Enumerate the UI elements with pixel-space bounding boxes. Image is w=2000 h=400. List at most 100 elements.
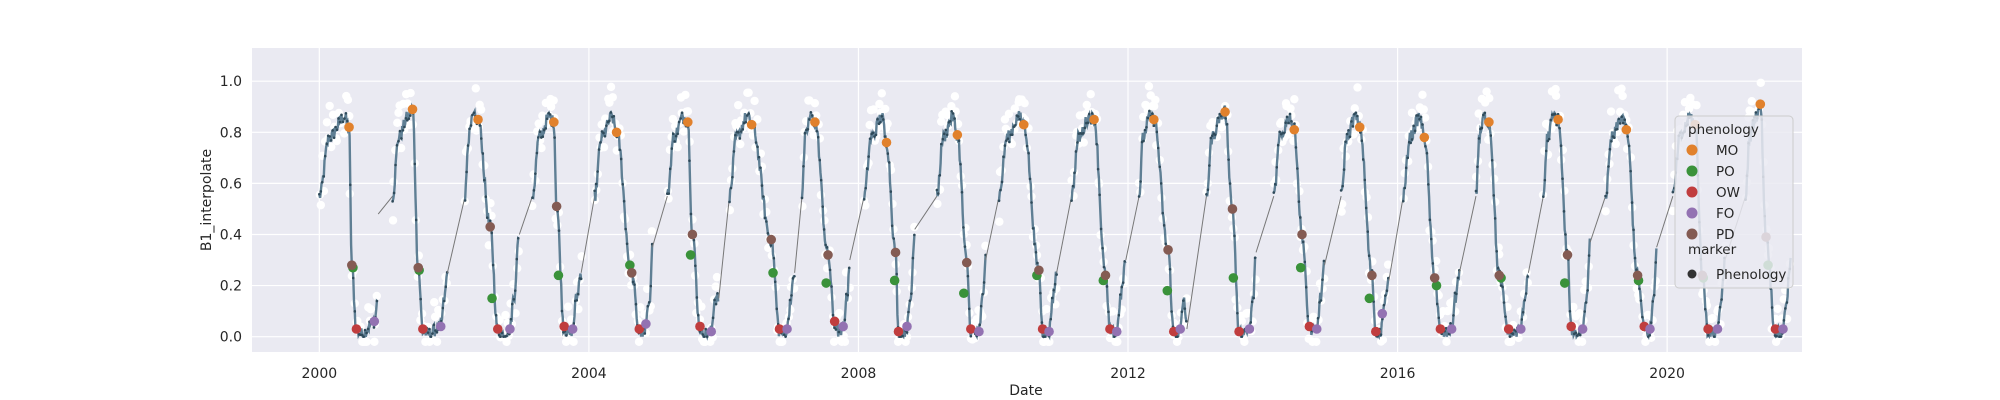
curve-sample <box>879 120 882 124</box>
raw-observation <box>1618 91 1627 101</box>
curve-sample <box>372 326 376 329</box>
phenology-point-pd <box>1367 270 1377 281</box>
gap-link <box>1125 196 1140 261</box>
curve-sample <box>512 298 516 301</box>
raw-observation <box>362 337 371 346</box>
curve-sample <box>1003 144 1007 147</box>
curve-sample <box>618 148 622 152</box>
curve-sample <box>747 112 750 115</box>
curve-sample <box>490 231 493 235</box>
phenology-point-mo <box>682 117 693 127</box>
curve-sample <box>1574 331 1578 335</box>
curve-sample <box>1502 301 1506 304</box>
phenology-point-pd <box>1297 229 1307 240</box>
phenology-point-fo <box>567 324 578 334</box>
phenology-point-mo <box>1484 117 1494 127</box>
phenology-point-ow <box>351 324 362 334</box>
y-tick-label: 1.0 <box>220 74 242 90</box>
curve-sample <box>414 218 418 222</box>
curve-sample <box>400 137 403 140</box>
phenology-point-po <box>1364 293 1375 304</box>
curve-sample <box>1143 128 1147 132</box>
curve-sample <box>847 266 851 270</box>
curve-sample <box>997 199 1001 203</box>
raw-observation <box>1383 260 1393 269</box>
curve-sample <box>1785 301 1789 304</box>
curve-sample <box>1449 321 1452 325</box>
phenology-point-pd <box>1562 250 1573 260</box>
curve-sample <box>481 152 485 155</box>
curve-sample <box>880 115 884 118</box>
curve-sample <box>1638 287 1641 291</box>
curve-sample <box>535 151 539 155</box>
raw-observation <box>1237 317 1247 326</box>
phenology-point-fo <box>1311 324 1322 334</box>
phenology-point-ow <box>1770 324 1781 334</box>
phenology-point-fo <box>1712 324 1723 334</box>
curve-sample <box>434 329 437 332</box>
curve-sample <box>366 327 370 331</box>
y-tick-label: 0.2 <box>220 279 242 295</box>
curve-sample <box>905 331 909 334</box>
curve-sample <box>1455 292 1458 296</box>
phenology-point-pd <box>1494 270 1505 281</box>
curve-sample <box>441 306 445 310</box>
curve-sample <box>1170 310 1173 313</box>
curve-sample <box>831 313 835 317</box>
curve-sample <box>883 135 887 138</box>
curve-sample <box>1364 206 1368 210</box>
raw-observation <box>1240 337 1249 346</box>
curve-sample <box>435 331 439 334</box>
curve-sample <box>677 120 681 124</box>
curve-sample <box>603 134 607 138</box>
curve-sample <box>1096 167 1100 171</box>
curve-sample <box>343 117 346 120</box>
curve-sample <box>999 188 1002 192</box>
curve-sample <box>1428 218 1432 222</box>
phenology-point-po <box>889 275 900 286</box>
raw-observation <box>1286 104 1295 113</box>
curve-sample <box>505 334 508 338</box>
raw-observation <box>1225 196 1234 206</box>
curve-sample <box>1587 254 1591 257</box>
phenology-point-fo <box>838 321 848 332</box>
curve-sample <box>1209 136 1213 140</box>
curve-sample <box>341 120 345 124</box>
raw-observation <box>316 200 326 210</box>
curve-sample <box>1018 117 1022 121</box>
curve-sample <box>674 134 678 138</box>
curve-sample <box>830 285 833 288</box>
curve-sample <box>1304 285 1308 289</box>
raw-observation <box>1086 90 1095 99</box>
curve-sample <box>534 172 537 175</box>
raw-observation <box>886 165 896 175</box>
curve-sample <box>1296 167 1299 170</box>
raw-observation <box>950 92 960 101</box>
raw-observation <box>388 216 398 225</box>
raw-observation <box>683 107 693 116</box>
raw-observation <box>372 291 381 301</box>
curve-sample <box>1630 201 1634 204</box>
curve-sample <box>1504 315 1507 318</box>
curve-sample <box>1076 141 1079 144</box>
curve-sample <box>1180 310 1184 314</box>
curve-sample <box>349 183 352 187</box>
curve-sample <box>609 111 613 114</box>
raw-observation <box>486 199 495 208</box>
curve-sample <box>428 327 431 331</box>
curve-sample <box>787 317 790 321</box>
curve-sample <box>1318 301 1321 304</box>
curve-sample <box>1250 300 1254 304</box>
phenology-point-mo <box>1289 124 1300 135</box>
curve-sample <box>908 299 912 302</box>
raw-observation <box>712 272 722 282</box>
curve-sample <box>825 246 829 249</box>
curve-sample <box>1319 299 1323 302</box>
raw-observation <box>366 305 376 314</box>
curve-sample <box>1101 246 1104 250</box>
curve-sample <box>557 229 561 232</box>
x-tick-label: 2020 <box>1649 366 1685 382</box>
curve-sample <box>782 333 786 337</box>
curve-sample <box>1356 114 1359 118</box>
curve-sample <box>1185 319 1188 323</box>
